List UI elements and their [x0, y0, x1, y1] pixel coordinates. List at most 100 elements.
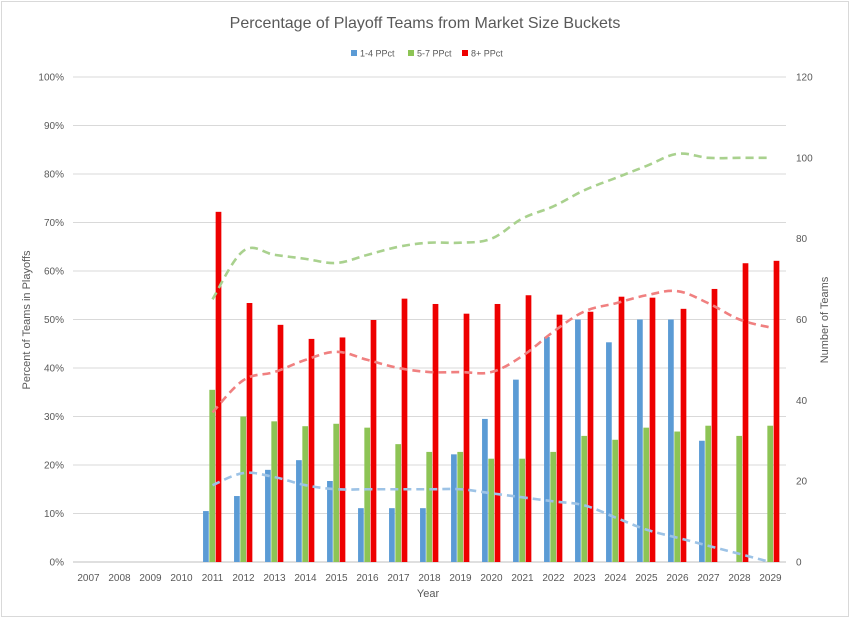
bar-8-ppct-2024: [618, 296, 625, 562]
x-tick-label: 2015: [325, 573, 348, 584]
y-axis-title: Percent of Teams in Playoffs: [21, 250, 33, 389]
bar-1-4-ppct-2015: [327, 481, 333, 562]
bar-8-ppct-2017: [401, 298, 408, 562]
x-tick-label: 2014: [294, 573, 317, 584]
bar-5-7-ppct-2025: [643, 427, 650, 562]
bar-5-7-ppct-2026: [674, 431, 681, 562]
bar-8-ppct-2020: [494, 303, 501, 562]
legend-label: 8+ PPct: [471, 49, 503, 59]
y2-tick-label: 120: [796, 73, 813, 84]
bar-1-4-ppct-2019: [451, 454, 457, 562]
bar-1-4-ppct-2018: [420, 508, 426, 562]
x-tick-label: 2027: [697, 573, 720, 584]
x-tick-label: 2029: [759, 573, 782, 584]
bar-5-7-ppct-2011: [209, 389, 216, 562]
bar-8-ppct-2028: [742, 263, 749, 562]
gridlines: [73, 76, 786, 563]
trendline-layer: [211, 152, 771, 564]
y-tick-label: 60%: [44, 267, 64, 278]
bar-8-ppct-2025: [649, 297, 656, 562]
legend: 1-4 PPct 5-7 PPct 8+ PPct: [351, 49, 503, 59]
bar-8-ppct-2022: [556, 314, 563, 562]
bar-5-7-ppct-2013: [271, 421, 278, 562]
bar-1-4-ppct-2011: [203, 511, 209, 562]
y2-axis-title: Number of Teams: [819, 276, 831, 363]
y-tick-label: 10%: [44, 509, 64, 520]
y2-axis-ticks: 0 20 40 60 80 100 120: [796, 73, 813, 569]
legend-swatch: [462, 50, 468, 56]
bar-5-7-ppct-2028: [736, 435, 743, 562]
bar-5-7-ppct-2016: [364, 427, 371, 562]
y2-tick-label: 20: [796, 477, 808, 488]
x-tick-label: 2024: [604, 573, 627, 584]
bar-8-ppct-2015: [339, 337, 346, 562]
y-tick-label: 0%: [50, 558, 65, 569]
bar-5-7-ppct-2023: [581, 435, 588, 562]
bar-5-7-ppct-2024: [612, 439, 619, 562]
bar-1-4-ppct-2026: [668, 319, 674, 562]
bar-8-ppct-2029: [773, 260, 780, 562]
x-tick-label: 2017: [387, 573, 410, 584]
bar-1-4-ppct-2024: [606, 342, 612, 562]
bar-5-7-ppct-2022: [550, 451, 557, 562]
x-axis-title: Year: [417, 588, 440, 600]
legend-swatch: [351, 50, 357, 56]
x-tick-label: 2025: [635, 573, 658, 584]
x-tick-label: 2019: [449, 573, 472, 584]
y2-tick-label: 80: [796, 234, 808, 245]
bar-1-4-ppct-2016: [358, 508, 364, 562]
bar-8-ppct-2014: [308, 338, 315, 562]
bar-5-7-ppct-2014: [302, 426, 309, 562]
bar-1-4-ppct-2027: [699, 440, 705, 562]
bar-1-4-ppct-2020: [482, 418, 488, 562]
trendline-8-ppct: [211, 289, 771, 414]
bar-8-ppct-2026: [680, 308, 687, 562]
bar-1-4-ppct-2023: [575, 319, 581, 562]
legend-label: 5-7 PPct: [417, 49, 452, 59]
bar-layer: [203, 211, 780, 562]
bar-5-7-ppct-2021: [519, 458, 526, 562]
y2-tick-label: 60: [796, 315, 808, 326]
y-tick-label: 50%: [44, 315, 64, 326]
x-tick-label: 2010: [170, 573, 193, 584]
y-tick-label: 20%: [44, 461, 64, 472]
bar-8-ppct-2018: [432, 303, 439, 562]
legend-swatch: [408, 50, 414, 56]
bar-5-7-ppct-2019: [457, 451, 464, 562]
bar-8-ppct-2012: [246, 303, 253, 562]
legend-label: 1-4 PPct: [360, 49, 395, 59]
x-tick-label: 2007: [77, 573, 100, 584]
x-tick-label: 2021: [511, 573, 534, 584]
x-tick-label: 2020: [480, 573, 503, 584]
x-tick-label: 2013: [263, 573, 286, 584]
bar-5-7-ppct-2012: [240, 416, 247, 562]
y-tick-label: 40%: [44, 364, 64, 375]
bar-8-ppct-2021: [525, 295, 532, 562]
x-tick-label: 2026: [666, 573, 689, 584]
x-axis-ticks: 2007 2008 2009 2010 2011 2012 2013 2014 2015 2016…: [77, 573, 782, 584]
bar-8-ppct-2027: [711, 288, 718, 562]
bar-5-7-ppct-2029: [767, 425, 774, 562]
bar-5-7-ppct-2017: [395, 444, 402, 562]
chart-title: Percentage of Playoff Teams from Market …: [230, 15, 621, 32]
y-tick-label: 30%: [44, 412, 64, 423]
x-tick-label: 2028: [728, 573, 751, 584]
bar-5-7-ppct-2027: [705, 425, 712, 562]
y-axis-ticks: 0% 10% 20% 30% 40% 50% 60% 70% 80% 90% 100%: [38, 73, 64, 569]
x-tick-label: 2008: [108, 573, 131, 584]
y-tick-label: 90%: [44, 121, 64, 132]
y-tick-label: 80%: [44, 170, 64, 181]
y2-tick-label: 40: [796, 396, 808, 407]
bar-1-4-ppct-2014: [296, 460, 302, 562]
bar-1-4-ppct-2017: [389, 508, 395, 562]
trendline-5-7-ppct: [211, 152, 771, 300]
x-tick-label: 2016: [356, 573, 379, 584]
bar-5-7-ppct-2020: [488, 458, 495, 562]
bar-5-7-ppct-2015: [333, 423, 340, 562]
bar-8-ppct-2013: [277, 324, 284, 562]
x-tick-label: 2012: [232, 573, 255, 584]
trendline-1-4-ppct: [211, 471, 771, 564]
x-tick-label: 2023: [573, 573, 596, 584]
